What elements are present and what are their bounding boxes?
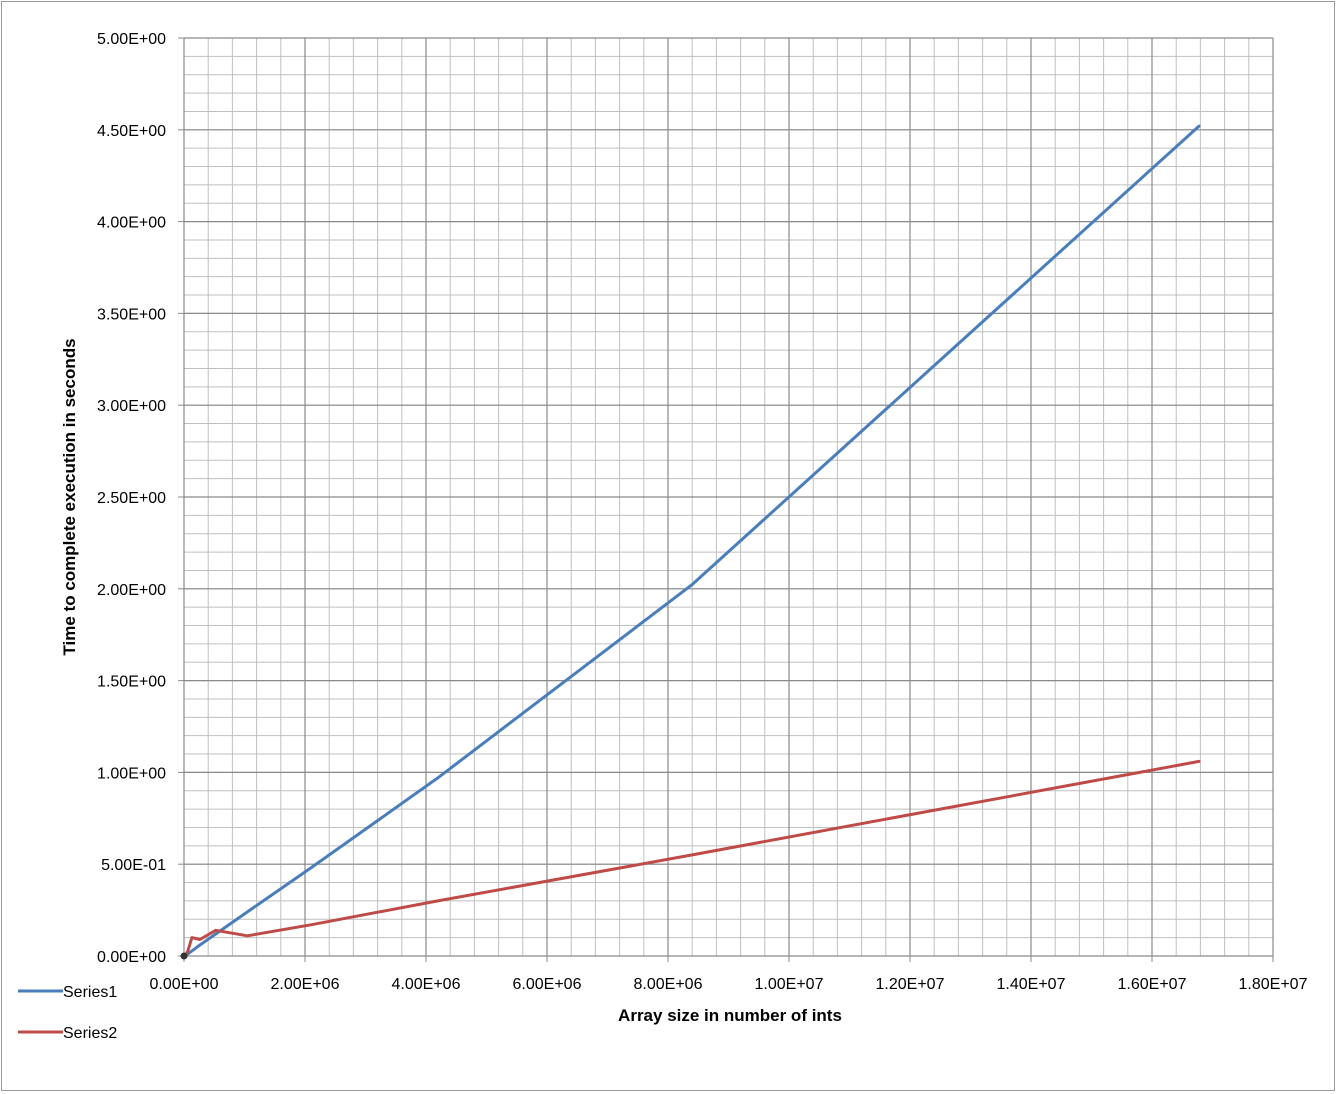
y-tick-labels: 0.00E+00 5.00E-01 1.00E+00 1.50E+00 2.00E+00… bbox=[97, 31, 166, 966]
y-tick-label: 4.00E+00 bbox=[97, 215, 166, 232]
x-tick-label: 0.00E+00 bbox=[150, 976, 219, 993]
y-tick-label: 1.50E+00 bbox=[97, 674, 166, 691]
series-layer bbox=[180, 124, 1201, 960]
y-tick-label: 2.50E+00 bbox=[97, 490, 166, 507]
y-tick-label: 5.00E-01 bbox=[101, 857, 166, 874]
x-tick-label: 1.00E+07 bbox=[755, 976, 824, 993]
x-tick-label: 2.00E+06 bbox=[271, 976, 340, 993]
y-tick-label: 0.00E+00 bbox=[97, 949, 166, 966]
x-tick-label: 1.20E+07 bbox=[876, 976, 945, 993]
major-gridlines bbox=[178, 37, 1274, 962]
origin-point bbox=[180, 952, 188, 960]
y-tick-label: 3.50E+00 bbox=[97, 306, 166, 323]
legend-label-series1: Series1 bbox=[63, 984, 117, 1001]
y-tick-label: 2.00E+00 bbox=[97, 582, 166, 599]
x-tick-label: 1.40E+07 bbox=[997, 976, 1066, 993]
x-axis-title: Array size in number of ints bbox=[618, 1006, 842, 1025]
x-tick-label: 8.00E+06 bbox=[634, 976, 703, 993]
x-tick-label: 1.60E+07 bbox=[1118, 976, 1187, 993]
y-tick-label: 3.00E+00 bbox=[97, 398, 166, 415]
y-tick-label: 5.00E+00 bbox=[97, 31, 166, 48]
legend-label-series2: Series2 bbox=[63, 1025, 117, 1042]
legend: Series1 Series2 bbox=[18, 984, 117, 1042]
series-line-series2 bbox=[183, 759, 1201, 958]
y-tick-label: 1.00E+00 bbox=[97, 765, 166, 782]
y-tick-label: 4.50E+00 bbox=[97, 123, 166, 140]
x-tick-label: 4.00E+06 bbox=[392, 976, 461, 993]
y-axis-title: Time to complete execution in seconds bbox=[60, 338, 79, 655]
x-tick-label: 1.80E+07 bbox=[1239, 976, 1308, 993]
x-tick-labels: 0.00E+00 2.00E+06 4.00E+06 6.00E+06 8.00E+06… bbox=[150, 976, 1308, 993]
x-tick-label: 6.00E+06 bbox=[513, 976, 582, 993]
